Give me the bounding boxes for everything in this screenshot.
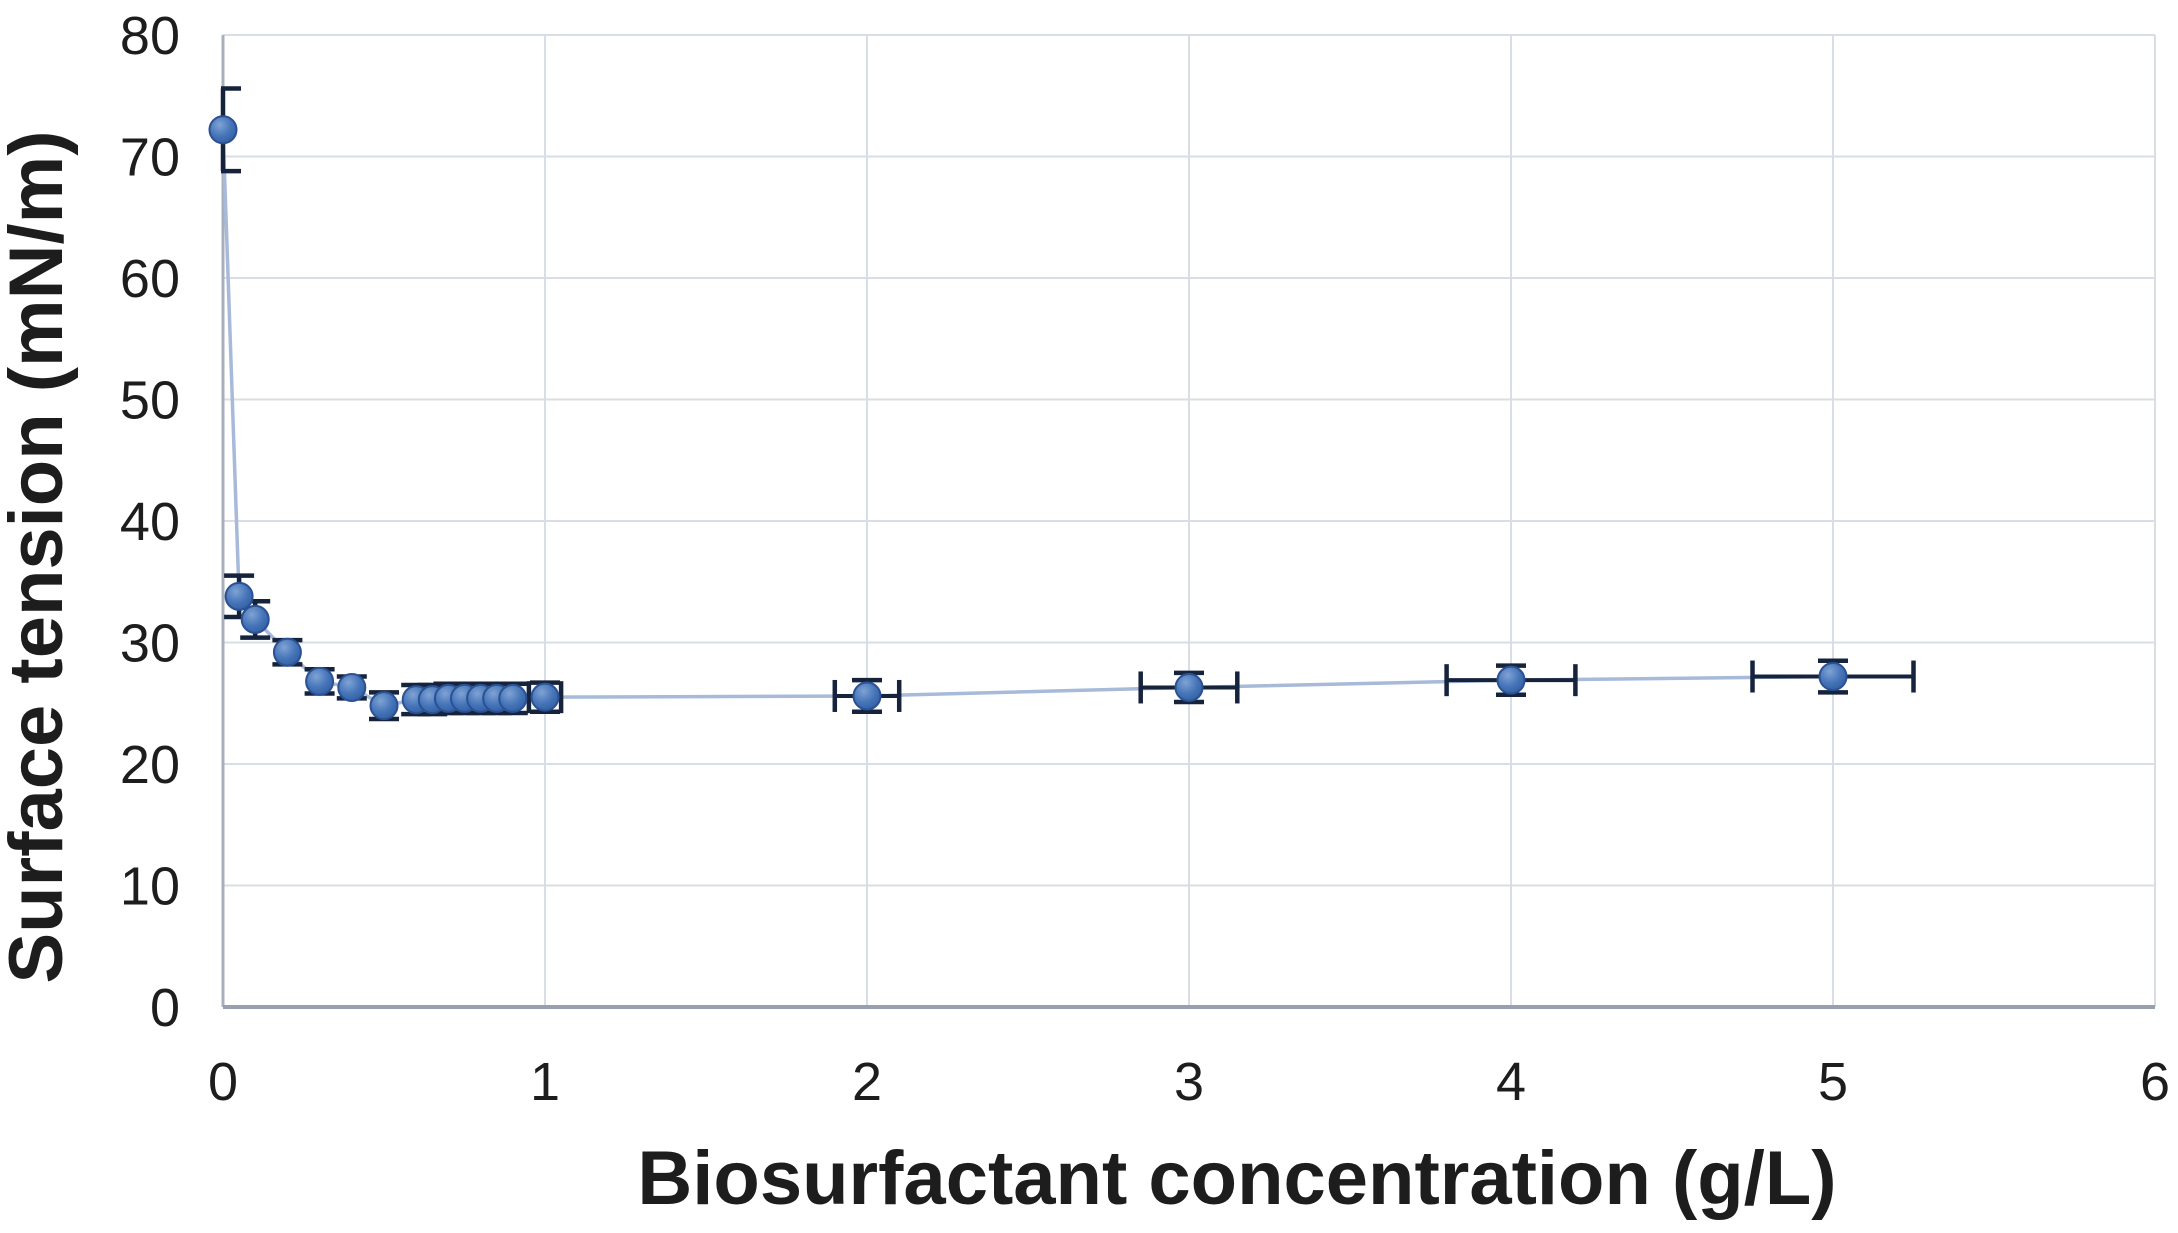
x-tick-label: 5: [1818, 1052, 1848, 1112]
data-point-marker: [530, 682, 560, 712]
data-point-marker: [337, 672, 367, 702]
data-point-marker: [498, 683, 528, 713]
x-tick-label: 6: [2140, 1052, 2170, 1112]
x-tick-label: 1: [530, 1052, 560, 1112]
y-tick-label: 60: [120, 249, 180, 309]
data-point-marker: [208, 115, 238, 145]
data-point-marker: [1818, 662, 1848, 692]
x-axis-title: Biosurfactant concentration (g/L): [637, 1136, 1836, 1221]
y-tick-label: 80: [120, 6, 180, 66]
y-tick-label: 20: [120, 735, 180, 795]
series-line: [221, 129, 1834, 708]
data-point-marker: [224, 581, 254, 611]
y-tick-label: 50: [120, 371, 180, 431]
data-point-marker: [1174, 672, 1204, 702]
data-point-marker: [305, 666, 335, 696]
y-tick-label: 70: [120, 128, 180, 188]
data-point-marker: [852, 681, 882, 711]
x-tick-label: 2: [852, 1052, 882, 1112]
y-axis-title: Surface tension (mN/m): [0, 130, 79, 983]
x-tick-label: 4: [1496, 1052, 1526, 1112]
data-series: [208, 86, 1916, 722]
x-tick-label: 0: [208, 1052, 238, 1112]
y-tick-label: 40: [120, 492, 180, 552]
y-tick-label: 10: [120, 857, 180, 917]
data-point-marker: [272, 637, 302, 667]
y-tick-label: 30: [120, 614, 180, 674]
x-tick-label: 3: [1174, 1052, 1204, 1112]
y-tick-label: 0: [150, 978, 180, 1038]
axes: [221, 35, 2155, 1009]
gridlines: [223, 34, 2156, 1007]
data-point-marker: [369, 691, 399, 721]
data-point-marker: [240, 604, 270, 634]
tick-labels: 0 10 20 30 40 50 60 70 80 0 1 2 3 4 5 6: [120, 6, 2170, 1112]
data-point-marker: [1496, 665, 1526, 695]
